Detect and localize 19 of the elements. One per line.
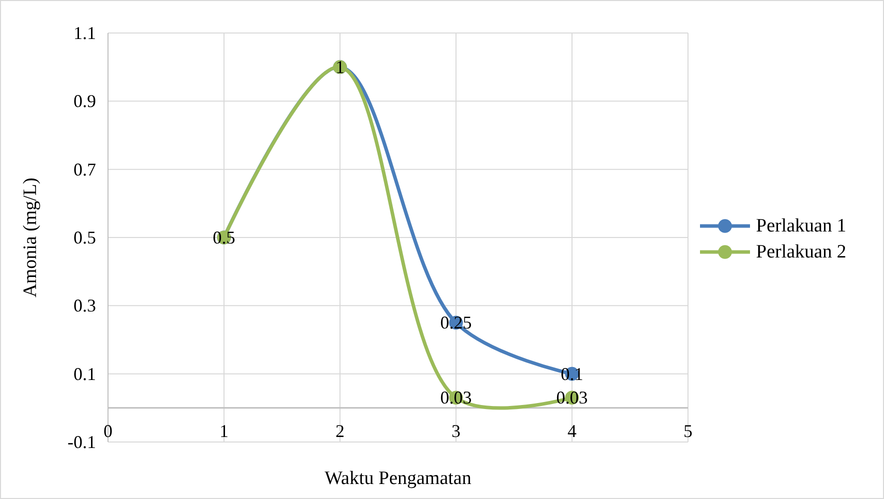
x-tick-label: 3 <box>452 421 460 441</box>
legend-label: Perlakuan 2 <box>756 242 846 262</box>
y-tick-label: 1.1 <box>74 23 96 43</box>
y-tick-label: 0.3 <box>74 296 96 316</box>
x-tick-label: 0 <box>104 421 112 441</box>
y-axis-title: Amonia (mg/L) <box>20 178 41 298</box>
y-tick-label: -0.1 <box>68 432 96 452</box>
y-tick-label: 0.9 <box>74 91 96 112</box>
y-tick-label: 0.7 <box>74 159 96 180</box>
x-tick-label: 2 <box>336 421 344 441</box>
legend-label: Perlakuan 1 <box>756 216 846 236</box>
y-tick-label: 0.1 <box>74 364 96 384</box>
x-tick-label: 4 <box>568 421 576 441</box>
x-axis-title: Waktu Pengamatan <box>324 468 472 489</box>
x-tick-label: 1 <box>220 421 228 441</box>
data-label: 0.03 <box>440 388 472 408</box>
x-tick-label: 5 <box>684 421 692 441</box>
data-label: 1 <box>336 57 344 78</box>
y-tick-label: 0.5 <box>74 228 96 248</box>
